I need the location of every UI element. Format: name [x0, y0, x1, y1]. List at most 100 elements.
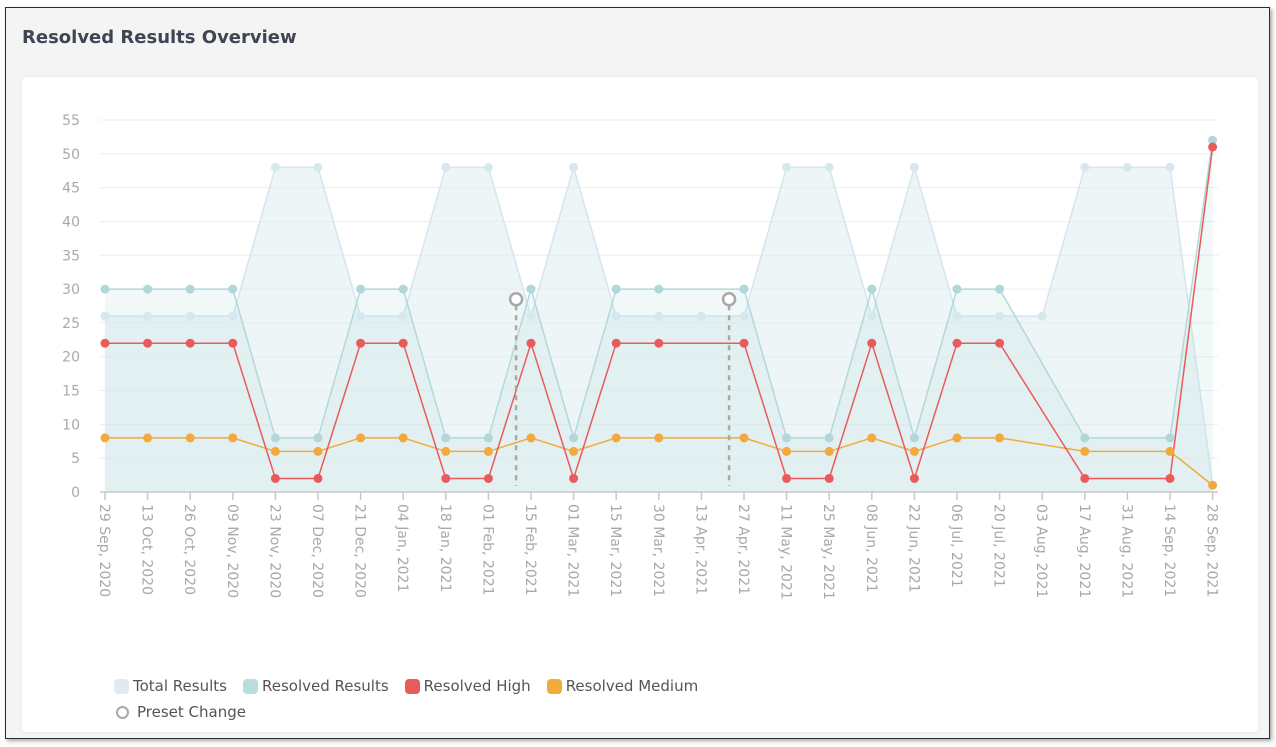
- total-results-point: [952, 311, 962, 321]
- resolved-medium-point: [654, 433, 664, 443]
- x-tick-label: 13 Oct, 2020: [139, 504, 155, 595]
- resolved-results-point: [143, 284, 153, 294]
- resolved-high-point: [867, 338, 877, 348]
- y-tick-label: 5: [71, 451, 80, 467]
- resolved-medium-point: [995, 433, 1005, 443]
- resolved-medium-point: [398, 433, 408, 443]
- legend-item-preset-change[interactable]: Preset Change: [114, 703, 246, 721]
- resolved-results-point: [824, 433, 834, 443]
- total-results-point: [185, 311, 195, 321]
- resolved-high-point: [1165, 473, 1175, 483]
- resolved-medium-point: [185, 433, 195, 443]
- y-tick-label: 20: [62, 350, 80, 366]
- resolved-results-swatch: [242, 678, 258, 694]
- resolved-high-point: [611, 338, 621, 348]
- resolved-results-point: [1208, 135, 1218, 145]
- resolved-results-point: [782, 433, 792, 443]
- resolved-results-point: [569, 433, 579, 443]
- resolved-high-point: [356, 338, 366, 348]
- total-results-swatch: [114, 678, 129, 694]
- x-tick-label: 15 Mar, 2021: [607, 504, 623, 597]
- legend-label-resolved-results: Resolved Results: [261, 677, 389, 695]
- total-results-points: [100, 162, 1218, 490]
- y-tick-label: 55: [62, 113, 80, 129]
- resolved-high-point: [739, 338, 749, 348]
- resolved-medium-point: [441, 446, 451, 456]
- page-title: Resolved Results Overview: [22, 27, 297, 48]
- legend-label-resolved-medium: Resolved Medium: [565, 677, 699, 695]
- total-results-point: [995, 311, 1005, 321]
- resolved-results-chart: 0 5 10 15 20 25 30 35 40 45 50 55 29 Sep, 2020 13 Oct…: [62, 113, 1220, 600]
- resolved-results-point: [1165, 433, 1175, 443]
- resolved-high-line: [105, 146, 1214, 481]
- x-axis-labels: 29 Sep, 2020 13 Oct, 2020 26 Oct, 2020 09 N…: [96, 492, 1220, 600]
- legend-item-total-results[interactable]: Total Results: [114, 677, 227, 695]
- resolved-high-point: [483, 473, 493, 483]
- resolved-medium-points: [100, 433, 1218, 490]
- legend-item-resolved-medium[interactable]: Resolved Medium: [546, 677, 699, 695]
- window: Resolved Results Overview 0 5 10 15 20 25 30 35…: [5, 7, 1270, 739]
- x-tick-label: 06 Jul, 2021: [948, 504, 964, 588]
- resolved-results-point: [228, 284, 238, 294]
- resolved-results-line: [105, 140, 1214, 441]
- resolved-results-point: [867, 284, 877, 294]
- total-results-point: [1165, 162, 1175, 172]
- x-tick-label: 26 Oct, 2020: [181, 504, 197, 595]
- total-results-point: [569, 162, 579, 172]
- resolved-medium-swatch: [546, 678, 562, 694]
- x-tick-label: 09 Nov, 2020: [224, 504, 240, 598]
- resolved-results-point: [526, 284, 536, 294]
- y-tick-label: 40: [62, 214, 80, 230]
- total-results-point: [782, 162, 792, 172]
- total-results-point: [313, 162, 323, 172]
- x-tick-label: 21 Dec, 2020: [352, 504, 368, 598]
- x-tick-label: 20 Jul, 2021: [991, 504, 1007, 588]
- y-tick-label: 35: [62, 248, 80, 264]
- resolved-medium-point: [270, 446, 280, 456]
- resolved-high-point: [654, 338, 664, 348]
- x-tick-label: 14 Sep, 2021: [1161, 504, 1177, 597]
- x-tick-label: 27 Apr, 2021: [735, 504, 751, 595]
- resolved-medium-point: [526, 433, 536, 443]
- x-tick-label: 04 Jan, 2021: [394, 504, 410, 592]
- total-results-point: [654, 311, 664, 321]
- resolved-high-point: [995, 338, 1005, 348]
- resolved-results-point: [483, 433, 493, 443]
- resolved-results-point: [270, 433, 280, 443]
- x-tick-label: 30 Mar, 2021: [650, 504, 666, 597]
- resolved-results-point: [100, 284, 110, 294]
- y-tick-label: 45: [62, 181, 80, 197]
- legend-item-resolved-high[interactable]: Resolved High: [404, 677, 531, 695]
- resolved-results-point: [398, 284, 408, 294]
- y-tick-label: 25: [62, 316, 80, 332]
- resolved-medium-point: [569, 446, 579, 456]
- resolved-results-point: [313, 433, 323, 443]
- resolved-high-point: [909, 473, 919, 483]
- resolved-results-point: [909, 433, 919, 443]
- chart-legend: Total Results Resolved Results Resolved …: [114, 673, 814, 725]
- x-tick-label: 01 Feb, 2021: [479, 504, 495, 596]
- resolved-results-point: [952, 284, 962, 294]
- x-tick-label: 07 Dec, 2020: [309, 504, 325, 598]
- total-results-point: [739, 311, 749, 321]
- total-results-point: [398, 311, 408, 321]
- resolved-medium-point: [356, 433, 366, 443]
- resolved-high-point: [782, 473, 792, 483]
- x-tick-label: 15 Feb, 2021: [522, 504, 538, 596]
- y-tick-label: 30: [62, 282, 80, 298]
- resolved-medium-point: [611, 433, 621, 443]
- resolved-results-point: [1080, 433, 1090, 443]
- total-results-point: [441, 162, 451, 172]
- legend-item-resolved-results[interactable]: Resolved Results: [242, 677, 389, 695]
- y-tick-label: 0: [71, 485, 80, 501]
- x-tick-label: 22 Jun, 2021: [905, 504, 921, 593]
- resolved-medium-point: [782, 446, 792, 456]
- resolved-medium-point: [1165, 446, 1175, 456]
- total-results-point: [270, 162, 280, 172]
- total-results-point: [228, 311, 238, 321]
- resolved-high-point: [441, 473, 451, 483]
- resolved-high-points: [100, 142, 1218, 483]
- resolved-high-point: [1208, 142, 1218, 152]
- resolved-medium-point: [228, 433, 238, 443]
- resolved-results-point: [739, 284, 749, 294]
